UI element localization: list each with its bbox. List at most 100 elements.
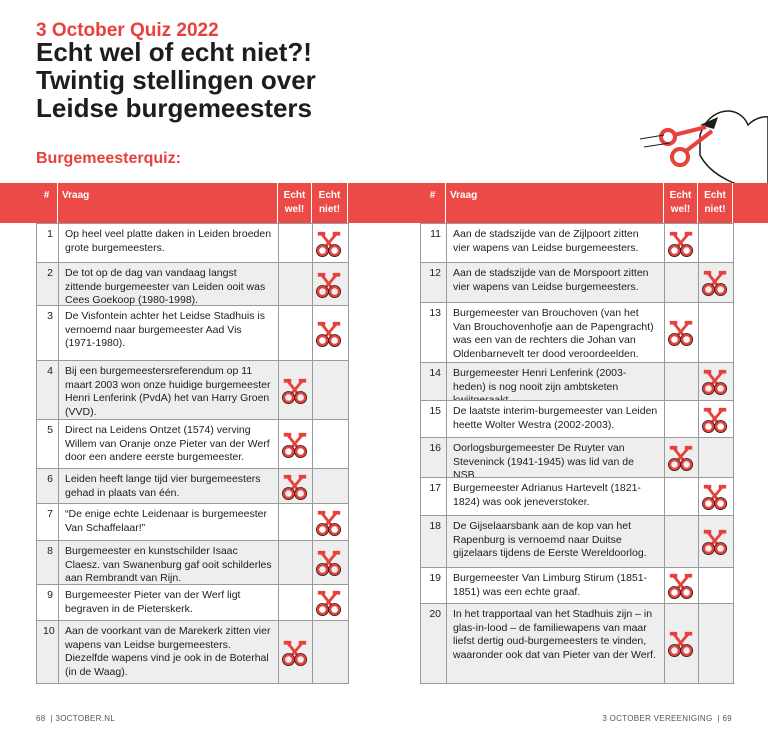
site: 3OCTOBER.NL [55,714,116,723]
answer-cell [664,437,699,478]
answer-cell [278,468,313,504]
question: Burgemeester Van Limburg Stirum (1851-18… [446,567,665,604]
row-number: 1 [36,223,59,263]
answer-cell [312,540,349,585]
answer-cell [278,305,313,361]
answer-cell [278,503,313,541]
row-number: 6 [36,468,59,504]
question: Burgemeester van Brouchoven (van het Van… [446,302,665,363]
row-number: 9 [36,584,59,621]
answer-cell [312,360,349,420]
row-number: 3 [36,305,59,361]
question: Aan de stadszijde van de Zijlpoort zitte… [446,223,665,263]
question: De Visfontein achter het Leidse Stadhuis… [58,305,279,361]
keys-icon [701,528,729,556]
title-line: Twintig stellingen over [36,65,316,95]
keys-icon [281,430,309,459]
answer-cell [278,540,313,585]
header-band [0,183,768,223]
answer-cell [278,262,313,306]
answer-cell [278,584,313,621]
answer-cell [312,503,349,541]
answer-cell [698,223,734,263]
question: Direct na Leidens Ontzet (1574) verving … [58,419,279,469]
row-number: 12 [420,262,447,303]
keys-icon [315,229,343,258]
row-number: 8 [36,540,59,585]
answer-cell [698,477,734,516]
keys-icon [667,630,695,658]
footer-right: 3 OCTOBER VEREENIGING | 69 [602,714,732,723]
question: Burgemeester en kunstschilder Isaac Clae… [58,540,279,585]
answer-cell [664,223,699,263]
column-header: Echt niet! [698,183,733,223]
kicker: 3 October Quiz 2022 [36,20,219,41]
answer-cell [312,419,349,469]
keys-icon [281,638,309,667]
row-number: 10 [36,620,59,684]
question: De Gijselaarsbank aan de kop van het Rap… [446,515,665,568]
answer-cell [312,223,349,263]
answer-cell [278,419,313,469]
answer-cell [278,223,313,263]
answer-cell [664,302,699,363]
row-number: 16 [420,437,447,478]
answer-cell [664,515,699,568]
question: De tot op de dag van vandaag langst zitt… [58,262,279,306]
answer-cell [698,603,734,684]
column-header: Vraag [446,183,664,223]
answer-cell [698,515,734,568]
column-header: Echt wel! [664,183,698,223]
answer-cell [698,437,734,478]
page-number: 69 [722,714,732,723]
answer-cell [664,603,699,684]
title-line: Leidse burgemeesters [36,93,313,123]
answer-cell [698,262,734,303]
column-header: # [420,183,446,223]
question: Oorlogsburgemeester De Ruyter van Steven… [446,437,665,481]
answer-cell [312,262,349,306]
answer-cell [664,262,699,303]
keys-icon [701,368,729,396]
question: Aan de voorkant van de Marekerk zitten v… [58,620,279,684]
keys-icon [281,472,309,501]
answer-cell [664,362,699,401]
column-header: Echt wel! [278,183,312,223]
answer-cell [698,302,734,363]
question: De laatste interim-burgemeester van Leid… [446,400,665,438]
keys-icon [667,572,695,600]
keys-icon [667,444,695,472]
organisation: 3 OCTOBER VEREENIGING [602,714,713,723]
row-number: 11 [420,223,447,263]
keys-icon [701,483,729,511]
keys-icon [315,549,343,577]
answer-cell [664,477,699,516]
question: Aan de stadszijde van de Morspoort zitte… [446,262,665,303]
keys-icon [315,508,343,537]
row-number: 13 [420,302,447,363]
answer-cell [664,400,699,438]
dove-illustration [640,110,768,191]
column-header: Vraag [58,183,278,223]
answer-cell [698,567,734,604]
row-number: 5 [36,419,59,469]
answer-cell [664,567,699,604]
answer-cell [278,360,313,420]
answer-cell [698,362,734,401]
row-number: 17 [420,477,447,516]
question: Burgemeester Henri Lenferink (2003-heden… [446,362,665,406]
answer-cell [312,620,349,684]
question: Leiden heeft lange tijd vier burgemeeste… [58,468,279,504]
row-number: 2 [36,262,59,306]
question: Op heel veel platte daken in Leiden broe… [58,223,279,263]
keys-icon [281,376,309,405]
answer-cell [312,584,349,621]
row-number: 19 [420,567,447,604]
question: Bij een burgemeestersreferendum op 11 ma… [58,360,279,420]
column-header: Echt niet! [312,183,348,223]
keys-icon [667,319,695,347]
answer-cell [698,400,734,438]
row-number: 15 [420,400,447,438]
title-line: Echt wel of echt niet?! [36,37,312,67]
